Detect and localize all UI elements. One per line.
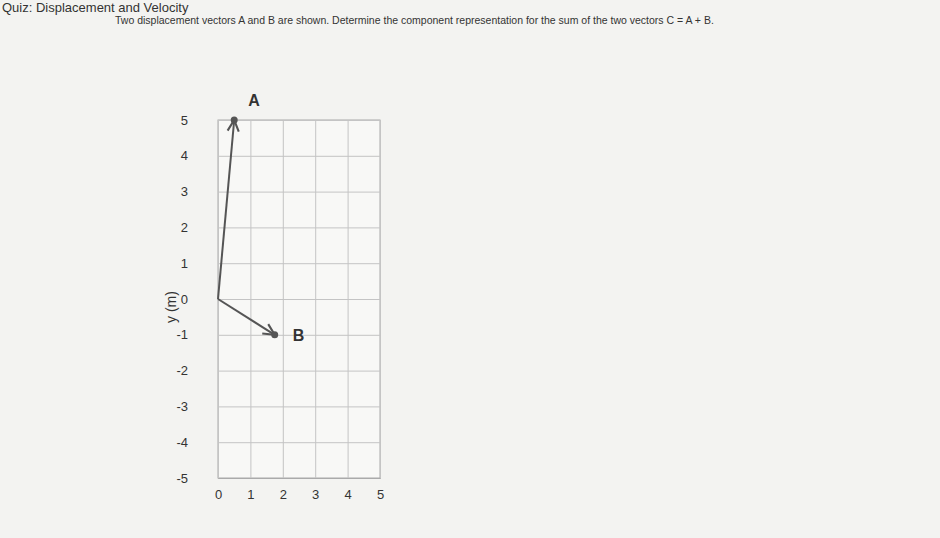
y-tick-label: 1 xyxy=(181,256,188,271)
y-tick: 3 xyxy=(181,184,380,199)
y-grid-line xyxy=(218,406,380,407)
x-grid-line xyxy=(380,120,381,478)
y-tick: -2 xyxy=(176,363,380,378)
y-grid-line xyxy=(218,263,380,264)
y-tick-label: -2 xyxy=(176,363,188,378)
canvas: Quiz: Displacement and VelocityTwo displ… xyxy=(0,0,940,538)
y-tick-label: -3 xyxy=(176,399,188,414)
y-tick-label: 3 xyxy=(181,184,188,199)
y-tick-label: 4 xyxy=(181,148,188,163)
x-grid-line xyxy=(315,120,316,478)
y-tick: 5 xyxy=(181,113,380,128)
x-grid-line xyxy=(283,120,284,478)
x-grid-line xyxy=(348,120,349,478)
y-tick-label: 5 xyxy=(181,113,188,128)
y-tick-label: 2 xyxy=(181,220,188,235)
y-axis-title: y (m) xyxy=(163,291,179,323)
y-tick: -4 xyxy=(176,435,380,450)
vector-label: A xyxy=(248,92,260,109)
x-tick: 0 xyxy=(215,120,222,502)
y-axis-line xyxy=(219,121,381,479)
y-axis: -5 -4 -3 -2 -1 0 1 2 3 4 5 xyxy=(176,113,380,486)
y-grid-line xyxy=(218,156,380,157)
vector-tip xyxy=(231,117,238,124)
plot-area xyxy=(218,117,278,339)
y-grid-line xyxy=(218,299,380,300)
y-grid-line xyxy=(218,192,380,193)
x-tick-label: 5 xyxy=(377,487,384,502)
x-tick-label: 1 xyxy=(247,487,254,502)
vector xyxy=(218,299,275,335)
vector-tip xyxy=(271,331,278,338)
quiz-title: Quiz: Displacement and Velocity xyxy=(2,0,189,15)
vector xyxy=(218,120,234,299)
y-tick: 1 xyxy=(181,256,380,271)
x-tick-label: 2 xyxy=(280,487,287,502)
x-tick: 2 xyxy=(280,120,287,502)
question: Two displacement vectors A and B are sho… xyxy=(115,14,714,26)
y-grid-line xyxy=(218,227,380,228)
x-tick-label: 4 xyxy=(344,487,351,502)
x-axis-line xyxy=(219,120,381,479)
y-tick-label: 0 xyxy=(181,292,188,307)
x-tick: 1 xyxy=(247,120,254,502)
x-tick: 5 xyxy=(377,120,384,502)
labels: AB xyxy=(248,92,304,344)
x-tick: 3 xyxy=(312,120,319,502)
vector-label: B xyxy=(293,327,305,344)
y-tick: 0 xyxy=(181,292,380,307)
y-tick: 2 xyxy=(181,220,380,235)
y-grid-line xyxy=(218,442,380,443)
x-tick-label: 0 xyxy=(215,487,222,502)
y-tick-label: -1 xyxy=(176,327,188,342)
x-axis: 0 1 2 3 4 5 xyxy=(215,120,384,502)
y-tick: 4 xyxy=(181,148,380,163)
y-grid-line xyxy=(218,371,380,372)
y-tick: -3 xyxy=(176,399,380,414)
x-grid-line xyxy=(250,120,251,478)
x-tick-label: 3 xyxy=(312,487,319,502)
plot-frame xyxy=(218,120,380,478)
y-tick-label: -5 xyxy=(176,471,188,486)
y-tick-label: -4 xyxy=(176,435,188,450)
x-tick: 4 xyxy=(344,120,351,502)
y-grid-line xyxy=(218,120,380,121)
y-tick: -1 xyxy=(176,327,380,342)
